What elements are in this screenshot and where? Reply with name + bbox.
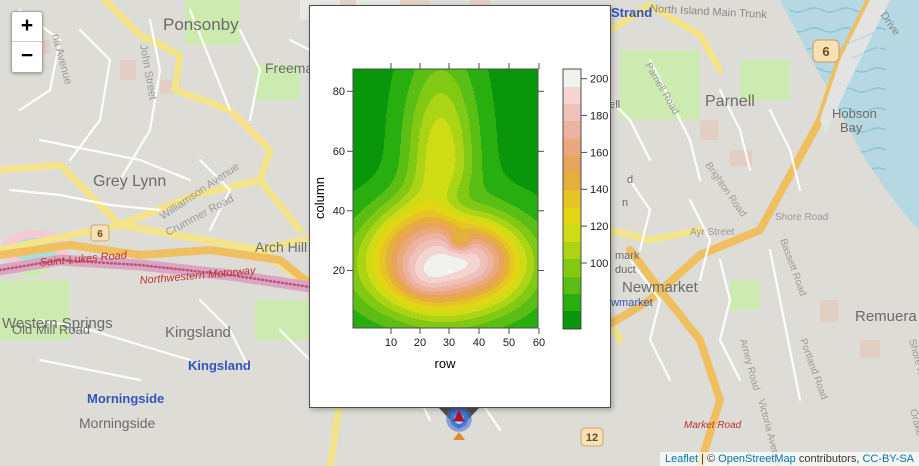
svg-text:30: 30 <box>443 337 455 349</box>
svg-text:Grey Lynn: Grey Lynn <box>93 173 166 190</box>
svg-text:40: 40 <box>473 337 485 349</box>
svg-text:120: 120 <box>590 221 608 233</box>
svg-text:Morningside: Morningside <box>79 415 155 431</box>
svg-text:mark: mark <box>615 250 640 262</box>
svg-text:Bay: Bay <box>840 120 863 135</box>
svg-text:ewmarket: ewmarket <box>605 297 653 309</box>
svg-text:20: 20 <box>333 265 345 277</box>
svg-text:Kingsland: Kingsland <box>165 324 231 341</box>
svg-text:Freema: Freema <box>265 60 313 76</box>
svg-text:Ayr Street: Ayr Street <box>690 227 734 238</box>
svg-text:200: 200 <box>590 74 608 86</box>
svg-text:Shore Road: Shore Road <box>775 212 828 223</box>
svg-text:40: 40 <box>333 206 345 218</box>
svg-text:Arch Hill: Arch Hill <box>255 239 307 255</box>
svg-text:60: 60 <box>333 146 345 158</box>
svg-text:row: row <box>435 356 457 371</box>
svg-text:Strand: Strand <box>611 5 652 20</box>
svg-text:Old Mill Road: Old Mill Road <box>12 322 90 337</box>
svg-text:n: n <box>622 197 628 209</box>
svg-text:Remuera: Remuera <box>855 308 917 325</box>
svg-text:6: 6 <box>97 229 103 240</box>
svg-text:100: 100 <box>590 258 608 270</box>
svg-text:Newmarket: Newmarket <box>622 279 699 296</box>
svg-text:60: 60 <box>533 337 545 349</box>
svg-text:6: 6 <box>822 44 829 59</box>
svg-text:Market Road: Market Road <box>684 420 742 431</box>
svg-text:12: 12 <box>586 432 598 444</box>
svg-text:160: 160 <box>590 147 608 159</box>
svg-text:50: 50 <box>503 337 515 349</box>
svg-text:140: 140 <box>590 184 608 196</box>
svg-text:Parnell: Parnell <box>705 93 755 110</box>
svg-text:10: 10 <box>385 337 397 349</box>
svg-text:180: 180 <box>590 111 608 123</box>
svg-text:Hobson: Hobson <box>832 106 877 121</box>
svg-text:Morningside: Morningside <box>87 391 164 406</box>
svg-text:column: column <box>312 177 327 219</box>
svg-text:80: 80 <box>333 86 345 98</box>
svg-text:duct: duct <box>615 264 636 276</box>
svg-text:Kingsland: Kingsland <box>188 358 251 373</box>
svg-text:Ponsonby: Ponsonby <box>163 15 239 34</box>
svg-text:20: 20 <box>414 337 426 349</box>
svg-text:d: d <box>627 174 633 186</box>
